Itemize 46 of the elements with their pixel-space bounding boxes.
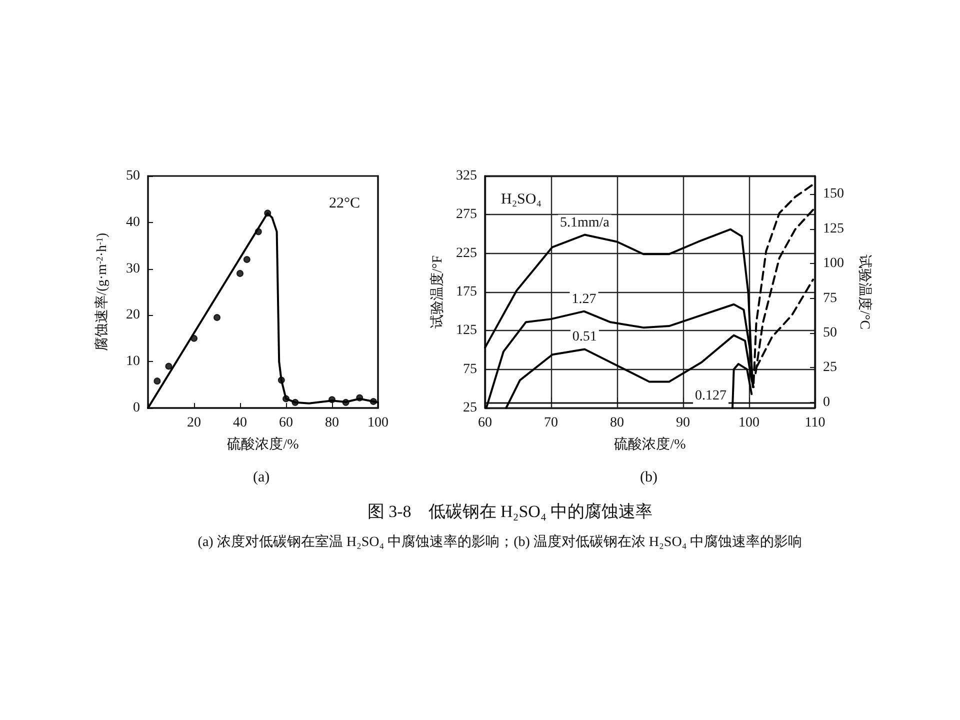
y-tick-label: 10: [126, 354, 140, 370]
series-label: 0.51: [572, 330, 597, 345]
caption: 图 3-8 低碳钢在 H₂SO₄ 中的腐蚀速率: [366, 501, 654, 523]
y2-tick-label: 0: [823, 394, 830, 410]
series-label: 5.1mm/a: [560, 215, 610, 230]
y-tick-label: 225: [456, 246, 477, 261]
x-tick-label: 40: [233, 416, 247, 430]
x-tick-label: 60: [478, 416, 492, 430]
series-label: 0.127: [695, 388, 726, 404]
y-tick-label: 325: [456, 168, 477, 184]
x-tick-label: 110: [804, 416, 826, 430]
annotation: 22°C: [328, 196, 360, 212]
text: (b): [640, 470, 658, 486]
x-tick-label: 80: [610, 416, 624, 430]
x-tick-label: 100: [368, 416, 388, 430]
y-tick-label: 275: [456, 207, 477, 222]
y-tick-label: 25: [463, 400, 477, 416]
y2-tick-label: 150: [823, 186, 844, 202]
y2-tick-label: 75: [823, 290, 837, 306]
x-tick-label: 20: [187, 416, 201, 430]
x-axis-title: 硫酸浓度/%: [227, 436, 300, 452]
x-tick-label: 60: [279, 416, 293, 430]
y2-tick-label: 100: [823, 256, 844, 272]
y-axis-title: 腐蚀速率/(g·m-2·h-1): [94, 232, 110, 352]
series-label: 1.27: [572, 292, 596, 307]
y-tick-label: 50: [126, 168, 140, 184]
y-tick-label: 0: [133, 400, 140, 416]
y-tick-label: 40: [126, 214, 140, 230]
y-tick-label: 30: [126, 261, 140, 276]
y2-tick-label: 50: [823, 325, 837, 340]
y-tick-label: 75: [463, 362, 477, 377]
x-axis-title: 硫酸浓度/%: [614, 436, 686, 452]
y-tick-label: 175: [456, 284, 477, 300]
x-tick-label: 90: [676, 416, 690, 430]
x-tick-label: 100: [738, 416, 760, 430]
y2-tick-label: 25: [823, 360, 837, 376]
text: (a) 浓度对低碳钢在室温 H₂SO₄ 中腐蚀速率的影响；(b) 温度对低碳钢在浓 H₂SO₄ 中腐蚀速率的影响: [196, 533, 804, 551]
y-tick-label: 20: [126, 308, 140, 323]
y2-tick-label: 125: [823, 221, 844, 236]
y2-axis-title: 试验温度/°C: [856, 254, 872, 330]
text: (a): [253, 470, 270, 486]
y-tick-label: 125: [456, 323, 477, 338]
annotation: H₂SO₄: [501, 192, 542, 208]
x-tick-label: 80: [325, 416, 339, 430]
x-tick-label: 70: [544, 416, 558, 430]
y-axis-title: 试验温度/°F: [430, 255, 446, 329]
